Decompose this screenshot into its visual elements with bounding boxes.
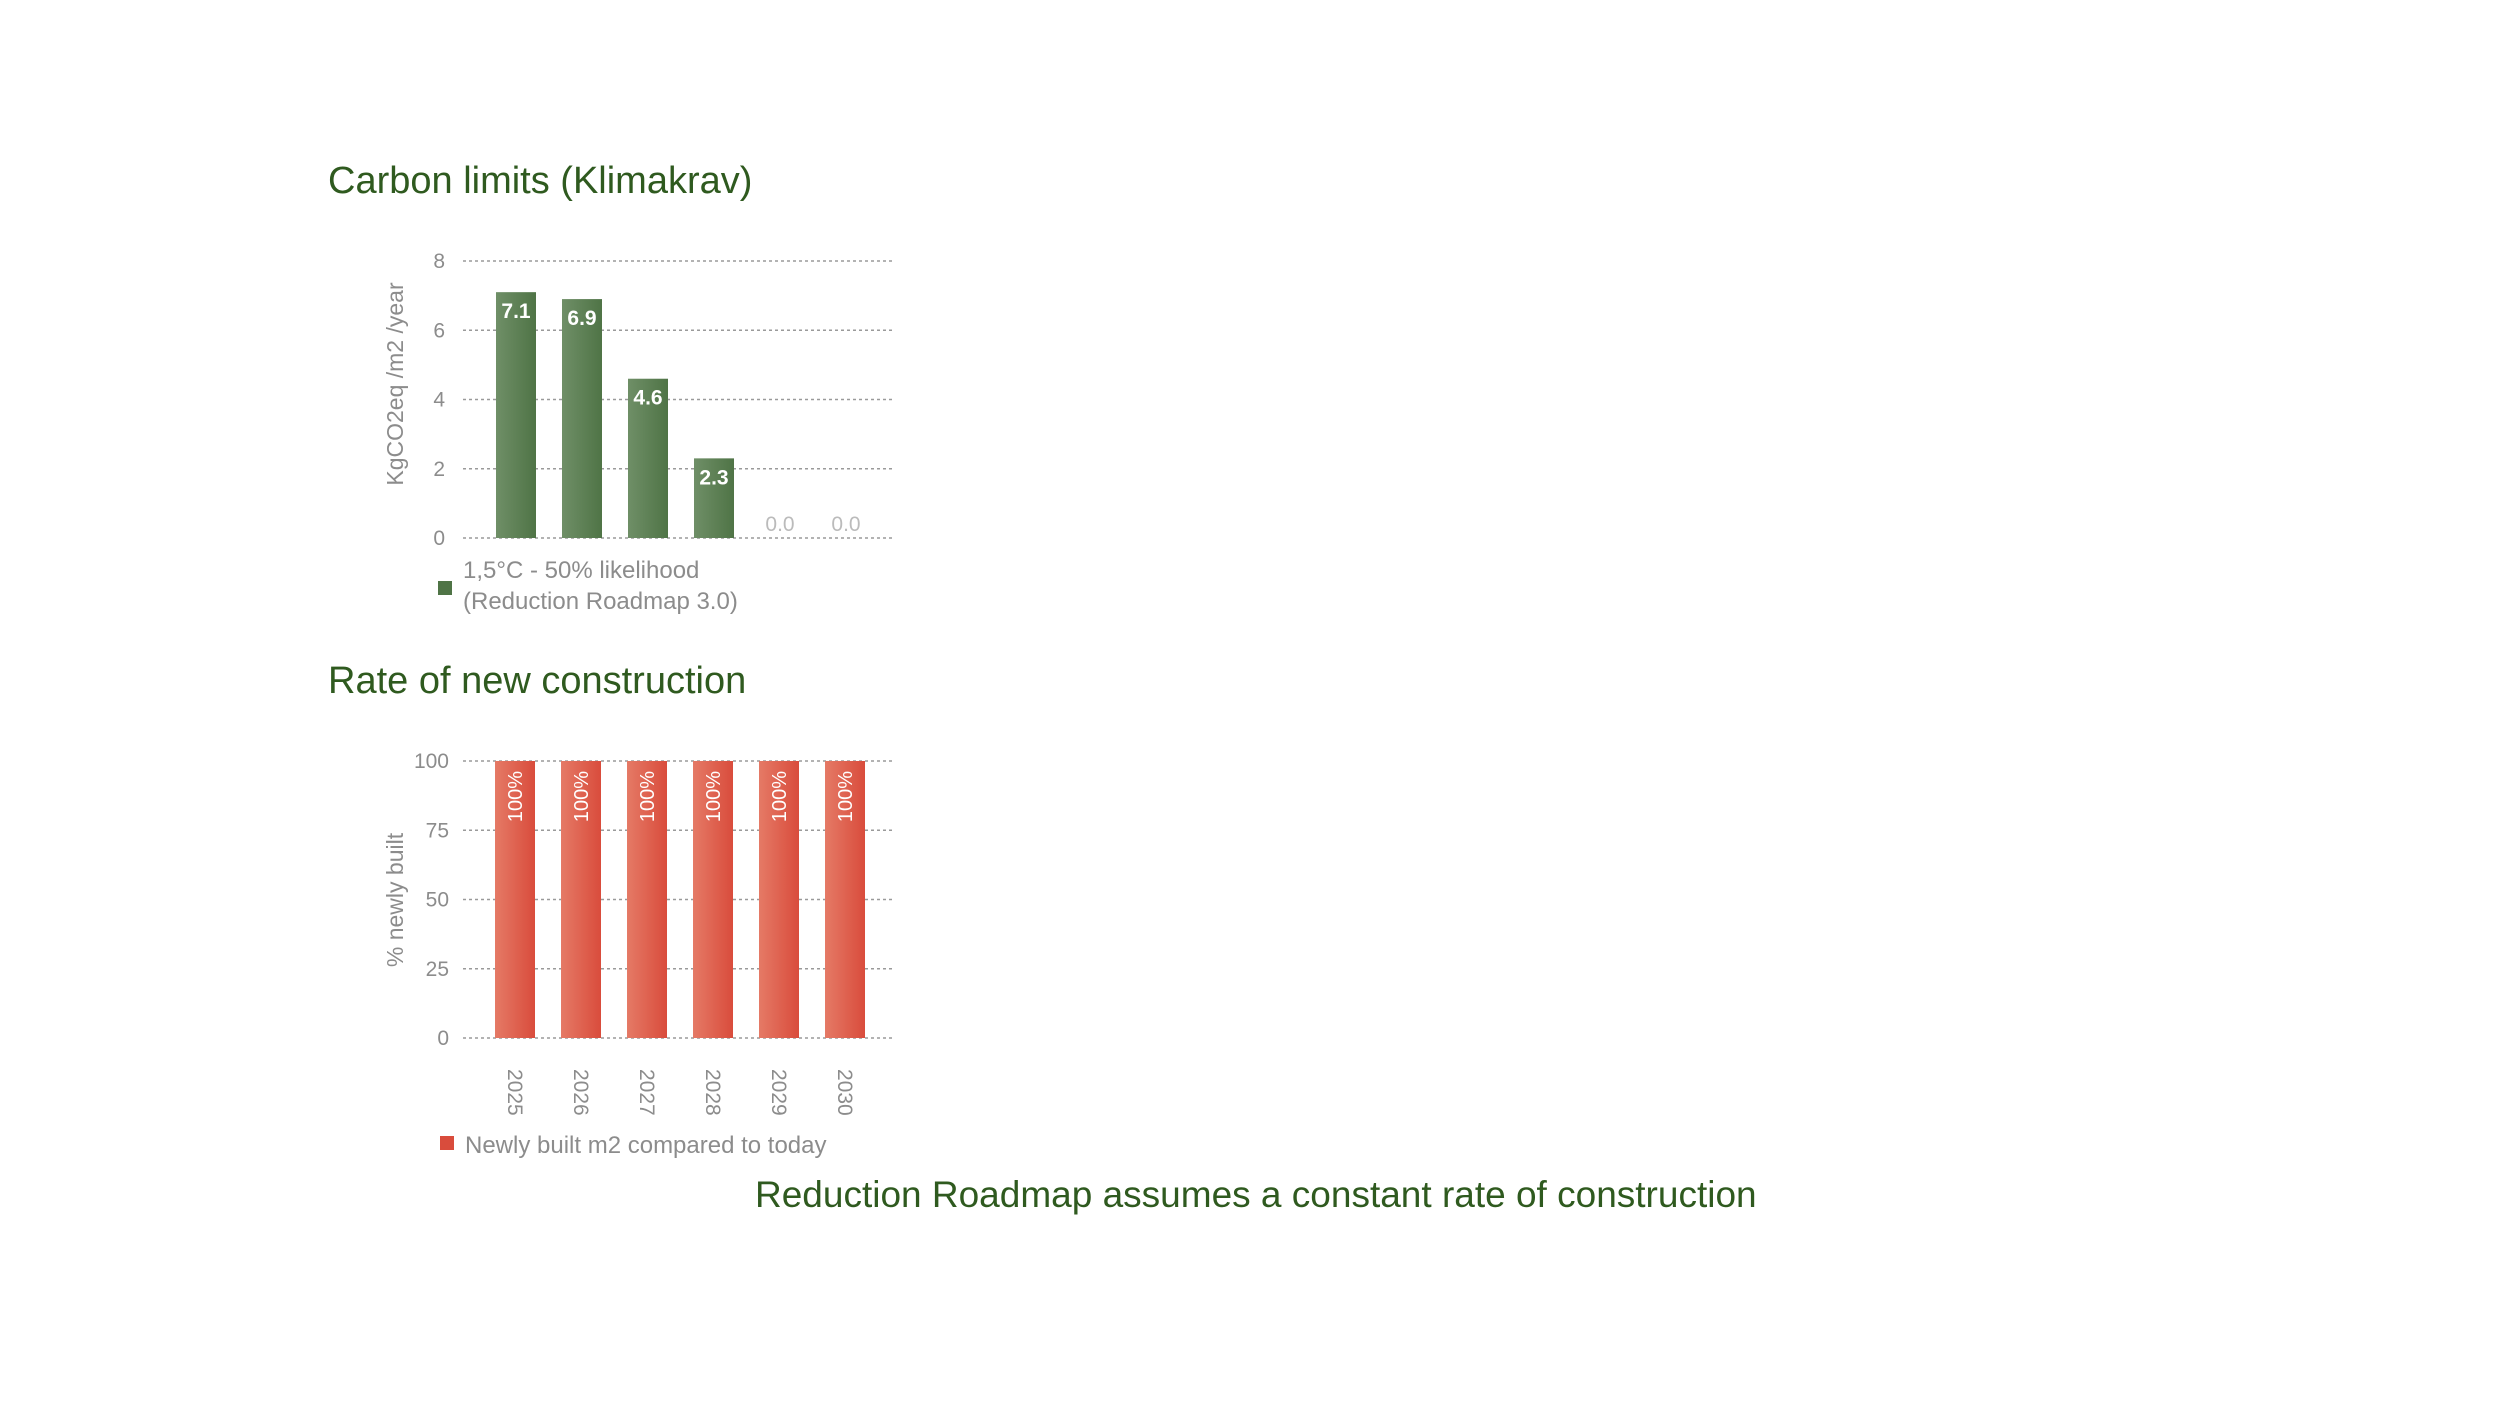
data-label: 4.6	[633, 387, 662, 410]
data-label: 100%	[835, 771, 857, 822]
y-tick-label: 8	[433, 250, 445, 273]
x-tick-label: 2027	[635, 1069, 658, 1116]
y-tick-label: 75	[426, 819, 449, 842]
legend-label: Newly built m2 compared to today	[465, 1132, 827, 1159]
data-label: 7.1	[501, 300, 531, 323]
y-axis-label: % newly built	[382, 832, 408, 967]
data-label: 100%	[769, 771, 791, 822]
footnote-construction-rate: Reduction Roadmap assumes a constant rat…	[755, 1174, 1757, 1215]
bar	[495, 761, 535, 1038]
x-tick-label: 2028	[701, 1069, 724, 1116]
bar	[627, 761, 667, 1038]
x-tick-label: 2030	[833, 1069, 856, 1116]
bar	[561, 761, 601, 1038]
y-axis-label: KgCO2eq /m2 /year	[382, 282, 408, 486]
bar	[496, 292, 536, 538]
data-label: 0.0	[831, 513, 860, 536]
y-tick-label: 50	[426, 889, 449, 912]
bar	[694, 458, 734, 538]
bar	[825, 761, 865, 1038]
data-label: 0.0	[765, 513, 794, 536]
new-construction-chart: 0 25 50 75 100 % newly built 100% 2025 100% 2026 1…	[382, 750, 893, 1159]
data-label: 6.9	[567, 307, 596, 330]
bar	[759, 761, 799, 1038]
x-tick-label: 2025	[503, 1069, 526, 1116]
y-tick-label: 100	[414, 750, 449, 773]
y-tick-label: 0	[433, 527, 445, 550]
data-label: 100%	[505, 771, 527, 822]
data-label: 100%	[571, 771, 593, 822]
y-tick-label: 2	[433, 458, 445, 481]
bar	[562, 299, 602, 538]
x-tick-label: 2026	[569, 1069, 592, 1116]
chart-title-carbon-limits: Carbon limits (Klimakrav)	[328, 160, 753, 202]
data-label: 2.3	[699, 466, 728, 489]
legend-label: (Reduction Roadmap 3.0)	[463, 588, 738, 615]
bar	[628, 378, 668, 538]
y-tick-label: 0	[437, 1027, 449, 1050]
y-tick-label: 4	[433, 389, 445, 412]
chart-title-new-construction: Rate of new construction	[328, 660, 747, 702]
y-tick-label: 6	[433, 319, 445, 342]
x-tick-label: 2029	[767, 1069, 790, 1116]
data-label: 100%	[703, 771, 725, 822]
legend-swatch	[438, 581, 452, 595]
legend-swatch	[440, 1136, 454, 1150]
bar	[693, 761, 733, 1038]
legend-label: 1,5°C - 50% likelihood	[463, 557, 699, 584]
data-label: 100%	[637, 771, 659, 822]
carbon-limits-chart: 0 2 4 6 8 KgCO2eq /m2 /year 7.1 6.9 4.6 2.3 0.0 0.0…	[382, 250, 893, 615]
y-tick-label: 25	[426, 958, 449, 981]
